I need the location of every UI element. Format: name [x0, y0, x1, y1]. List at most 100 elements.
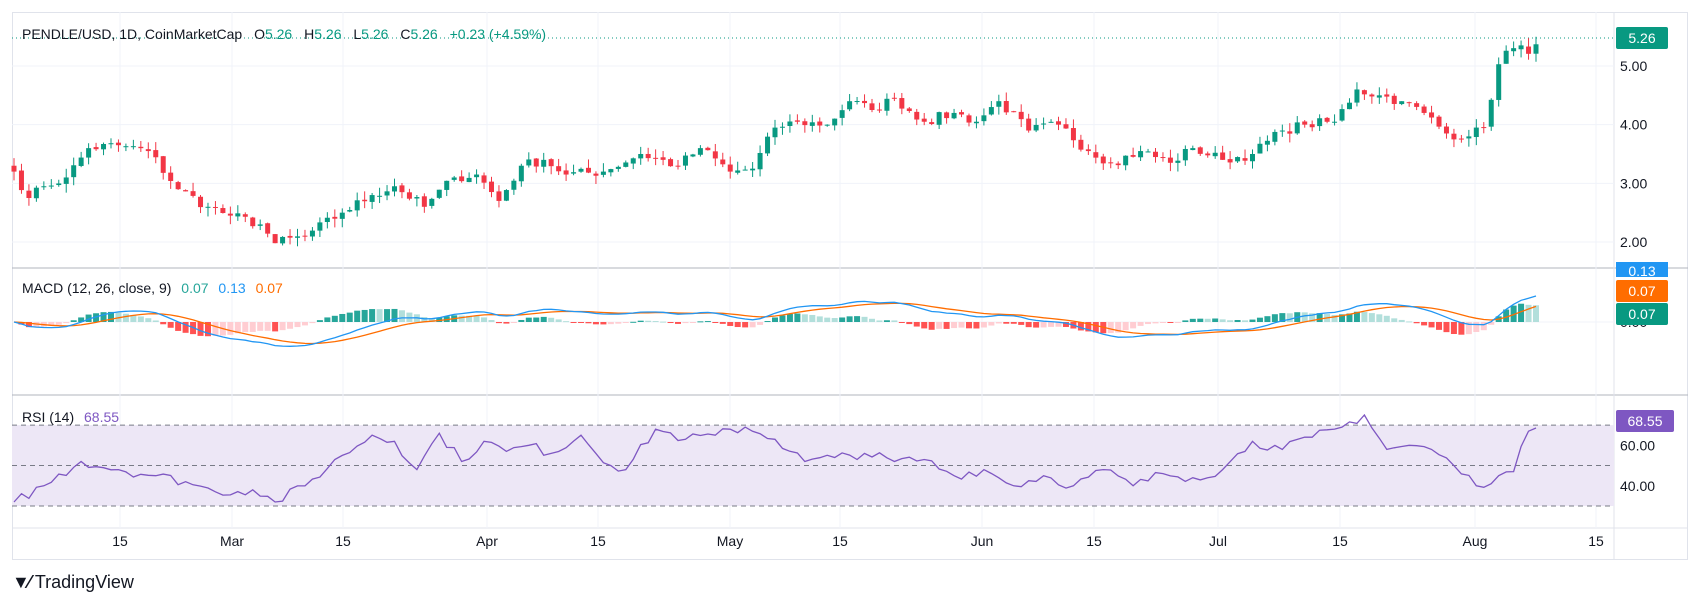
macd-histogram-bar — [622, 322, 629, 323]
rsi-tick-label: 40.00 — [1620, 478, 1655, 494]
macd-histogram-bar — [1048, 322, 1055, 327]
macd-histogram-bar — [928, 322, 935, 330]
macd-histogram-bar — [1212, 318, 1219, 322]
candle — [1279, 124, 1285, 137]
macd-histogram-bar — [675, 322, 682, 324]
macd-histogram-bar — [145, 318, 152, 322]
candle-body — [339, 212, 345, 219]
macd-histogram-bar — [1204, 318, 1211, 322]
candle — [1190, 145, 1196, 151]
candle — [317, 217, 323, 237]
candle — [1332, 114, 1338, 126]
macd-histogram-bar — [1115, 322, 1122, 333]
time-tick-label: Mar — [220, 533, 244, 549]
candle — [421, 193, 427, 213]
candle — [1294, 116, 1300, 135]
candle — [742, 165, 748, 171]
candle-body — [1026, 118, 1032, 131]
last-price-badge: 5.26 — [1616, 27, 1668, 49]
candle — [1346, 98, 1352, 110]
candle-body — [414, 197, 420, 199]
macd-histogram-bar — [137, 316, 144, 322]
macd-histogram-bar — [301, 322, 308, 326]
candle — [891, 92, 897, 102]
time-tick-label: 15 — [335, 533, 351, 549]
candle-body — [175, 182, 181, 190]
candle-body — [787, 121, 793, 126]
candle — [11, 158, 17, 181]
rsi-value: 68.55 — [84, 409, 119, 425]
candle-body — [802, 121, 808, 126]
candle — [1153, 147, 1158, 163]
macd-line — [13, 295, 1537, 347]
candle — [1488, 98, 1494, 131]
macd-histogram-bar — [1286, 313, 1293, 322]
candle — [862, 94, 868, 108]
candle-body — [474, 174, 480, 178]
candle-body — [988, 107, 994, 115]
macd-histogram-bar — [488, 320, 495, 322]
candle-body — [324, 217, 330, 223]
candle — [697, 145, 703, 157]
candle-body — [1361, 90, 1367, 95]
candle — [988, 101, 994, 116]
candle-body — [1085, 149, 1091, 152]
candle — [1018, 104, 1024, 128]
candle — [1354, 82, 1360, 107]
candle — [160, 155, 166, 180]
macd-histogram-bar — [1525, 304, 1532, 322]
time-tick-label: 15 — [1086, 533, 1102, 549]
macd-histogram-bar — [376, 309, 383, 322]
candle — [190, 182, 196, 198]
rsi-band — [12, 424, 1614, 507]
low-label: L — [353, 26, 361, 42]
macd-histogram-bar — [78, 317, 85, 322]
macd-histogram-bar — [1421, 322, 1428, 326]
candle-body — [384, 191, 390, 196]
macd-signal-line — [13, 302, 1537, 345]
macd-histogram-bar — [1227, 320, 1234, 322]
candle-body — [444, 180, 450, 190]
macd-histogram-bar — [1025, 322, 1032, 328]
macd-histogram-bar — [1368, 313, 1375, 322]
macd-histogram-bar — [1465, 322, 1472, 335]
candle-body — [212, 206, 218, 208]
candle-body — [1429, 112, 1435, 118]
candle — [138, 141, 144, 152]
candle — [1384, 88, 1390, 103]
candle-body — [1070, 128, 1076, 141]
candle — [645, 147, 651, 162]
macd-histogram-bar — [1197, 318, 1204, 322]
candle — [705, 146, 711, 151]
macd-histogram-bar — [1413, 322, 1420, 324]
candle — [750, 162, 756, 177]
candle-body — [183, 190, 189, 192]
macd-histogram-bar — [913, 322, 920, 327]
candle-body — [227, 213, 233, 216]
close-value: 5.26 — [410, 26, 437, 42]
macd-histogram-bar — [600, 322, 607, 325]
macd-histogram-bar — [570, 322, 577, 323]
macd-histogram-bar — [1040, 322, 1047, 328]
macd-histogram-bar — [1010, 322, 1017, 324]
macd-legend: MACD (12, 26, close, 9) 0.07 0.13 0.07 — [22, 280, 283, 296]
macd-histogram-bar — [18, 322, 25, 325]
candle — [906, 107, 912, 113]
candle-body — [198, 196, 204, 208]
candle — [280, 236, 286, 246]
candle-body — [71, 165, 77, 178]
chart-frame — [12, 12, 1688, 560]
macd-histogram-bar — [466, 315, 473, 322]
candle — [212, 201, 218, 215]
candle-body — [914, 111, 920, 120]
candle — [1473, 119, 1479, 146]
candle-body — [944, 112, 950, 119]
candle-body — [1212, 152, 1218, 157]
candle-body — [906, 108, 912, 111]
macd-histogram-bar — [1309, 313, 1316, 322]
candle-body — [362, 199, 368, 202]
candle — [638, 146, 644, 165]
macd-title: MACD (12, 26, close, 9) — [22, 280, 171, 296]
macd-histogram-bar — [1316, 313, 1323, 322]
